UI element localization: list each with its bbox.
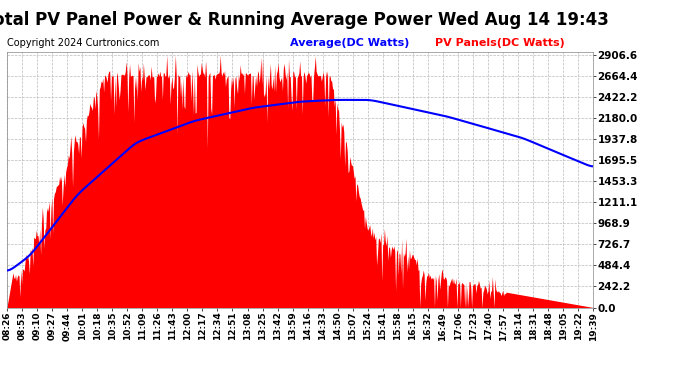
- Text: Copyright 2024 Curtronics.com: Copyright 2024 Curtronics.com: [7, 38, 159, 48]
- Text: Average(DC Watts): Average(DC Watts): [290, 38, 409, 48]
- Text: PV Panels(DC Watts): PV Panels(DC Watts): [435, 38, 564, 48]
- Text: Total PV Panel Power & Running Average Power Wed Aug 14 19:43: Total PV Panel Power & Running Average P…: [0, 11, 609, 29]
